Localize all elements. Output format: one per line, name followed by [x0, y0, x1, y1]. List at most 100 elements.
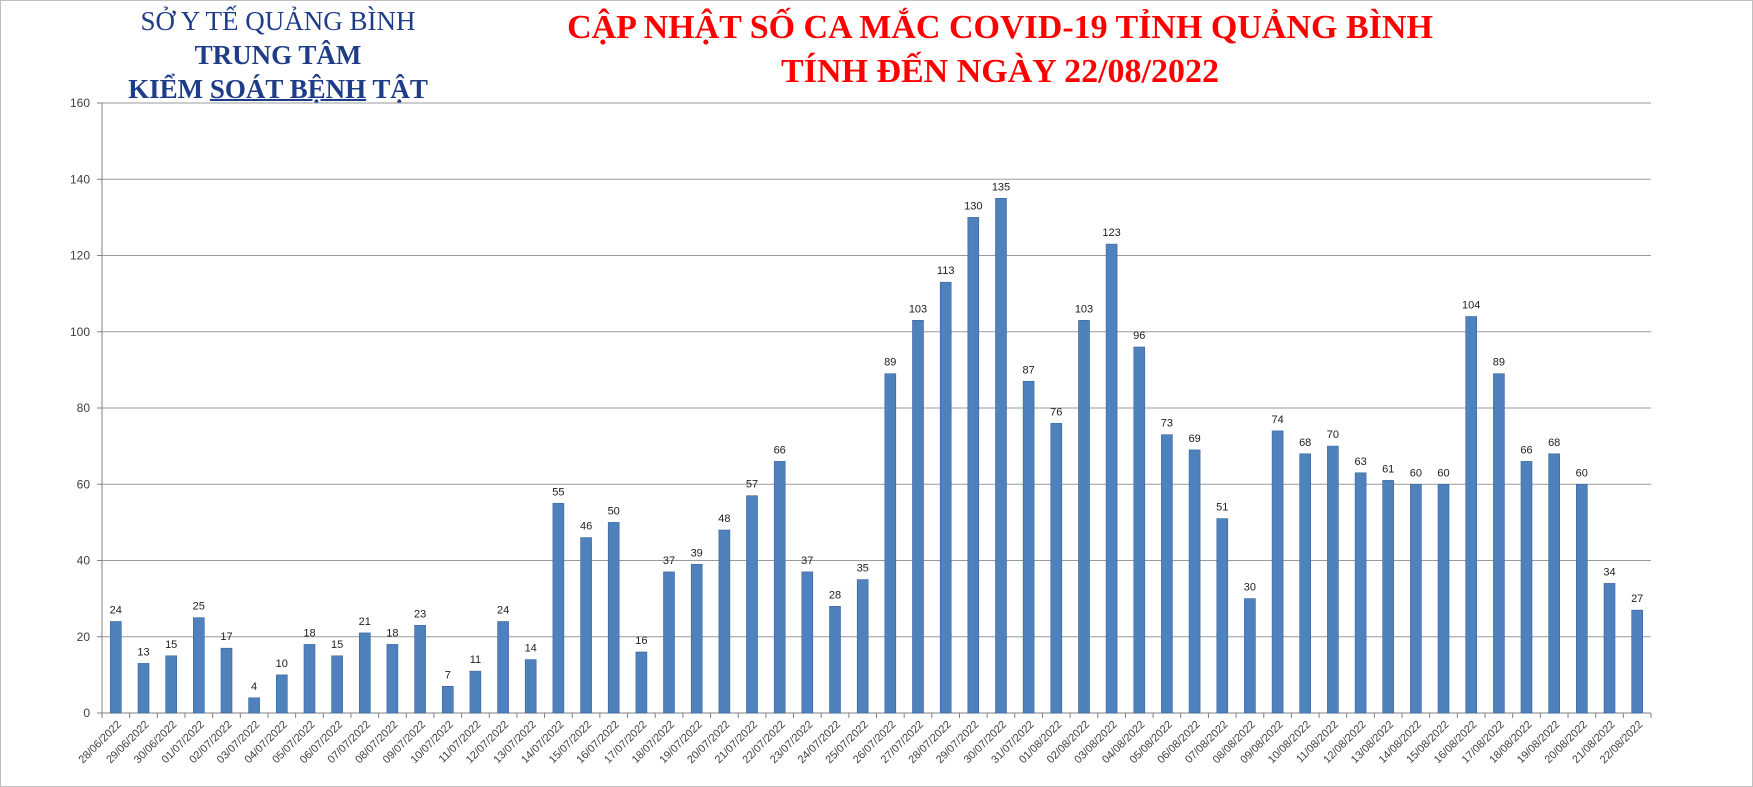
- bar: [1354, 472, 1367, 714]
- data-label: 15: [331, 639, 343, 651]
- data-label: 17: [220, 631, 232, 643]
- bar: [663, 571, 675, 714]
- bar: [718, 529, 731, 714]
- data-label: 48: [718, 513, 730, 525]
- bar: [220, 647, 233, 714]
- data-label: 18: [386, 627, 398, 639]
- bar: [1078, 319, 1090, 714]
- bar: [386, 644, 399, 714]
- bar: [441, 685, 454, 714]
- bar: [580, 537, 592, 714]
- data-label: 10: [276, 658, 288, 670]
- bar: [1520, 461, 1533, 714]
- y-tick-label: 80: [77, 401, 91, 415]
- data-label: 37: [801, 555, 813, 567]
- data-label: 21: [359, 616, 371, 628]
- data-label: 103: [909, 303, 927, 315]
- bar: [1244, 598, 1256, 714]
- data-label: 60: [1437, 467, 1449, 479]
- data-label: 70: [1327, 429, 1339, 441]
- bar: [1410, 483, 1422, 714]
- data-label: 35: [857, 563, 869, 575]
- data-label: 69: [1188, 433, 1200, 445]
- bar: [801, 571, 814, 714]
- y-tick-label: 140: [70, 172, 90, 186]
- bar: [110, 621, 122, 714]
- data-labels: 24 13 15 25 17 4 10 18 15 21 18 23 7 11 24 14 55 46 50 16 37…: [110, 181, 1644, 692]
- data-label: 103: [1075, 303, 1093, 315]
- data-label: 68: [1548, 437, 1560, 449]
- y-axis-ticks: 0 20 40 60 80 100 120 140 160: [70, 96, 90, 720]
- y-tick-label: 40: [77, 554, 91, 568]
- data-label: 39: [691, 547, 703, 559]
- org-unit: KIỂM SOÁT BỆNH TẬT: [108, 72, 448, 106]
- bar: [1050, 422, 1063, 714]
- bar: [884, 373, 897, 714]
- bar: [1216, 518, 1229, 714]
- bar: [1105, 243, 1118, 714]
- bar: [967, 217, 980, 714]
- bar: [497, 621, 509, 714]
- bar: [1188, 449, 1201, 714]
- data-label: 113: [937, 265, 955, 277]
- bar: [746, 495, 758, 714]
- data-label: 51: [1216, 502, 1228, 514]
- bar: [1161, 434, 1173, 714]
- data-label: 24: [110, 605, 122, 617]
- data-label: 27: [1631, 593, 1643, 605]
- data-label: 130: [964, 200, 982, 212]
- bar: [773, 461, 786, 714]
- data-label: 11: [470, 654, 481, 666]
- data-label: 23: [414, 608, 426, 620]
- y-tick-label: 60: [77, 477, 91, 491]
- chart-title-line2: TÍNH ĐẾN NGÀY 22/08/2022: [781, 53, 1219, 90]
- data-label: 68: [1299, 437, 1311, 449]
- data-label: 63: [1354, 456, 1366, 468]
- chart-title: CẬP NHẬT SỐ CA MẮC COVID-19 TỈNH QUẢNG B…: [470, 6, 1530, 94]
- data-label: 76: [1050, 406, 1062, 418]
- bar: [1022, 380, 1035, 714]
- bar: [1631, 609, 1643, 714]
- data-label: 7: [445, 669, 451, 681]
- bar: [829, 605, 841, 714]
- bar: [1493, 373, 1505, 714]
- data-label: 60: [1576, 467, 1588, 479]
- bar: [1548, 453, 1560, 714]
- bar: [1133, 346, 1146, 714]
- data-label: 24: [497, 605, 509, 617]
- data-label: 74: [1271, 414, 1283, 426]
- org-center: TRUNG TÂM: [194, 40, 362, 70]
- data-label: 14: [525, 643, 537, 655]
- data-label: 89: [1493, 357, 1505, 369]
- bar: [469, 670, 482, 714]
- data-label: 66: [774, 444, 786, 456]
- data-label: 46: [580, 521, 592, 533]
- data-label: 50: [608, 505, 620, 517]
- bar: [856, 579, 869, 714]
- data-label: 89: [884, 357, 896, 369]
- bar: [1327, 445, 1339, 714]
- bar: [165, 655, 177, 714]
- y-tick-label: 160: [70, 96, 90, 110]
- chart-title-line1: CẬP NHẬT SỐ CA MẮC COVID-19 TỈNH QUẢNG B…: [567, 9, 1433, 46]
- data-label: 15: [165, 639, 177, 651]
- data-label: 30: [1244, 582, 1256, 594]
- data-label: 18: [303, 627, 315, 639]
- data-label: 123: [1102, 227, 1120, 239]
- bar: [995, 198, 1007, 714]
- bar: [635, 651, 648, 714]
- data-label: 37: [663, 555, 675, 567]
- y-tick-label: 100: [70, 325, 90, 339]
- x-axis-ticks: 28/06/202229/06/202230/06/202201/07/2022…: [77, 719, 1646, 766]
- bar: [137, 663, 150, 714]
- data-label: 13: [137, 646, 149, 658]
- data-label: 25: [193, 601, 205, 613]
- bar: [1576, 483, 1588, 714]
- data-label: 135: [992, 181, 1010, 193]
- bar: [248, 697, 260, 714]
- org-unit-part-c: TẬT: [366, 74, 428, 104]
- bar: [690, 563, 703, 714]
- bar: [1465, 316, 1477, 714]
